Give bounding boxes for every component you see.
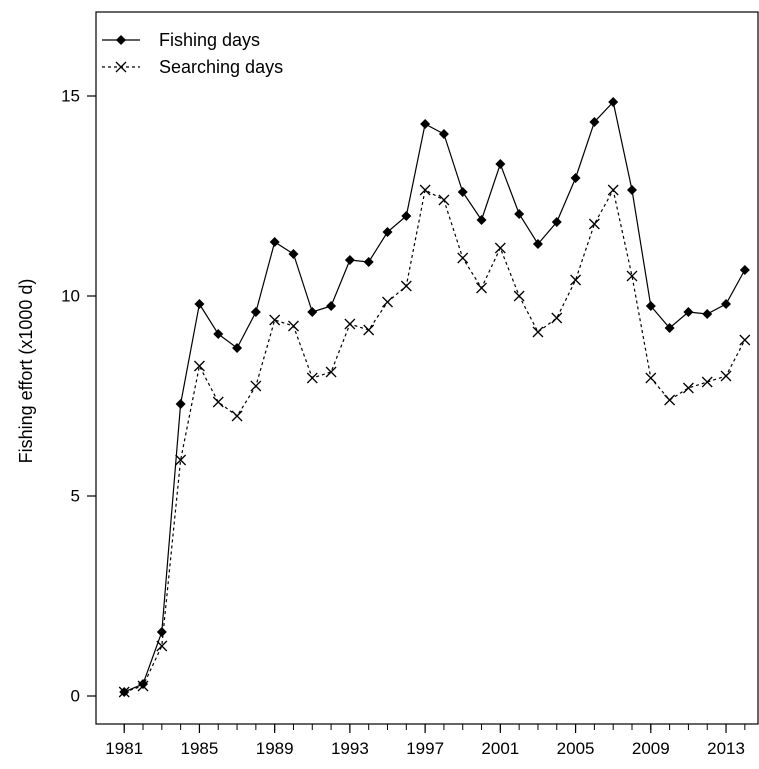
x-tick-label: 1997 — [406, 739, 444, 758]
data-point — [438, 194, 450, 206]
data-point — [288, 249, 299, 259]
data-point — [532, 326, 544, 338]
data-point — [344, 318, 356, 330]
legend-label-searching-days: Searching days — [159, 57, 283, 77]
y-axis-label: Fishing effort (x1000 d) — [16, 279, 36, 464]
data-point — [232, 343, 243, 353]
data-point — [438, 129, 449, 139]
data-point — [250, 380, 262, 392]
x-tick-label: 1989 — [256, 739, 294, 758]
data-point — [193, 360, 205, 372]
data-point — [721, 299, 732, 309]
data-point — [307, 307, 318, 317]
legend-item-fishing-days: Fishing days — [102, 30, 260, 50]
data-point — [344, 255, 355, 265]
data-point — [420, 119, 431, 129]
x-marker-icon — [115, 61, 127, 73]
data-point — [457, 187, 468, 197]
series-layer — [118, 97, 751, 698]
data-point — [608, 97, 619, 107]
data-point — [720, 370, 732, 382]
data-point — [494, 242, 506, 254]
data-point — [626, 185, 637, 195]
data-point — [326, 301, 337, 311]
data-point — [231, 410, 243, 422]
data-point — [363, 324, 375, 336]
data-point — [645, 372, 657, 384]
data-point — [513, 290, 525, 302]
data-point — [156, 640, 168, 652]
data-point — [382, 296, 393, 308]
data-point — [137, 680, 149, 692]
x-tick-label: 2013 — [707, 739, 745, 758]
data-point — [269, 237, 280, 247]
y-tick-label: 10 — [61, 287, 80, 306]
data-point — [701, 376, 713, 388]
data-point — [175, 454, 187, 466]
series-line-searching-days — [124, 188, 746, 693]
diamond-marker-icon — [116, 35, 126, 45]
x-tick-label: 1981 — [105, 739, 143, 758]
data-point — [683, 307, 694, 317]
plot-frame — [95, 11, 759, 725]
data-point — [551, 312, 563, 324]
data-point — [213, 329, 224, 339]
data-point — [589, 117, 600, 127]
data-point — [250, 307, 261, 317]
legend: Fishing days Searching days — [102, 30, 283, 77]
data-point — [269, 314, 281, 326]
data-point — [532, 239, 543, 249]
data-point — [682, 382, 694, 394]
data-point — [194, 299, 205, 309]
data-point — [739, 334, 751, 346]
legend-label-fishing-days: Fishing days — [159, 30, 260, 50]
data-point — [212, 396, 224, 408]
data-point — [363, 257, 374, 267]
data-point — [570, 274, 582, 286]
y-tick-label: 5 — [71, 487, 80, 506]
data-point — [588, 218, 600, 230]
data-point — [607, 184, 619, 196]
data-point — [664, 323, 675, 333]
y-axis: 0 5 10 15 — [61, 87, 96, 706]
y-tick-label: 15 — [61, 87, 80, 106]
data-point — [626, 270, 638, 282]
x-tick-label: 1993 — [331, 739, 369, 758]
legend-item-searching-days: Searching days — [102, 57, 283, 77]
data-point — [419, 184, 431, 196]
x-tick-label: 2005 — [557, 739, 595, 758]
data-point — [156, 627, 167, 637]
data-point — [514, 209, 525, 219]
data-point — [400, 280, 412, 292]
data-point — [739, 265, 750, 275]
data-point — [138, 679, 149, 689]
x-tick-label: 2001 — [481, 739, 519, 758]
data-point — [476, 215, 487, 225]
data-point — [457, 252, 469, 264]
data-point — [551, 217, 562, 227]
data-point — [306, 372, 318, 384]
data-point — [325, 366, 337, 378]
x-tick-label: 1985 — [181, 739, 219, 758]
data-point — [702, 309, 713, 319]
data-point — [495, 159, 506, 169]
data-point — [645, 301, 656, 311]
data-point — [401, 211, 412, 221]
data-point — [288, 320, 299, 332]
y-tick-label: 0 — [71, 687, 80, 706]
x-tick-label: 2009 — [632, 739, 670, 758]
data-point — [476, 282, 487, 294]
data-point — [570, 173, 581, 183]
data-point — [118, 686, 130, 698]
x-axis: 1981 1985 1989 1993 1997 2001 2005 2009 2013 — [105, 724, 746, 758]
data-point — [175, 399, 186, 409]
data-point — [664, 394, 676, 406]
data-point — [382, 227, 393, 237]
series-line-fishing-days — [123, 100, 746, 693]
